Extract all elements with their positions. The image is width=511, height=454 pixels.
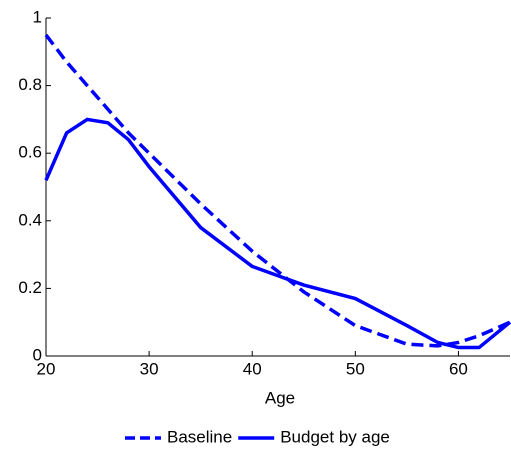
- y-tick-label: 0.8: [18, 75, 42, 94]
- x-tick-label: 40: [243, 359, 262, 378]
- y-tick-label: 0.4: [18, 210, 42, 229]
- x-tick-label: 50: [346, 359, 365, 378]
- series-line: [44, 33, 511, 348]
- y-tick-label: 0.2: [18, 278, 42, 297]
- y-tick-label: 0.6: [18, 143, 42, 162]
- x-tick-label: 30: [140, 359, 159, 378]
- y-tick-label: 0: [33, 345, 42, 364]
- x-tick-label: 20: [37, 359, 56, 378]
- legend-label: Budget by age: [280, 427, 390, 446]
- legend-label: Baseline: [167, 427, 232, 446]
- x-tick-label: 60: [449, 359, 468, 378]
- x-axis-label: Age: [265, 388, 295, 407]
- y-tick-label: 1: [33, 7, 42, 26]
- series-line: [44, 117, 511, 350]
